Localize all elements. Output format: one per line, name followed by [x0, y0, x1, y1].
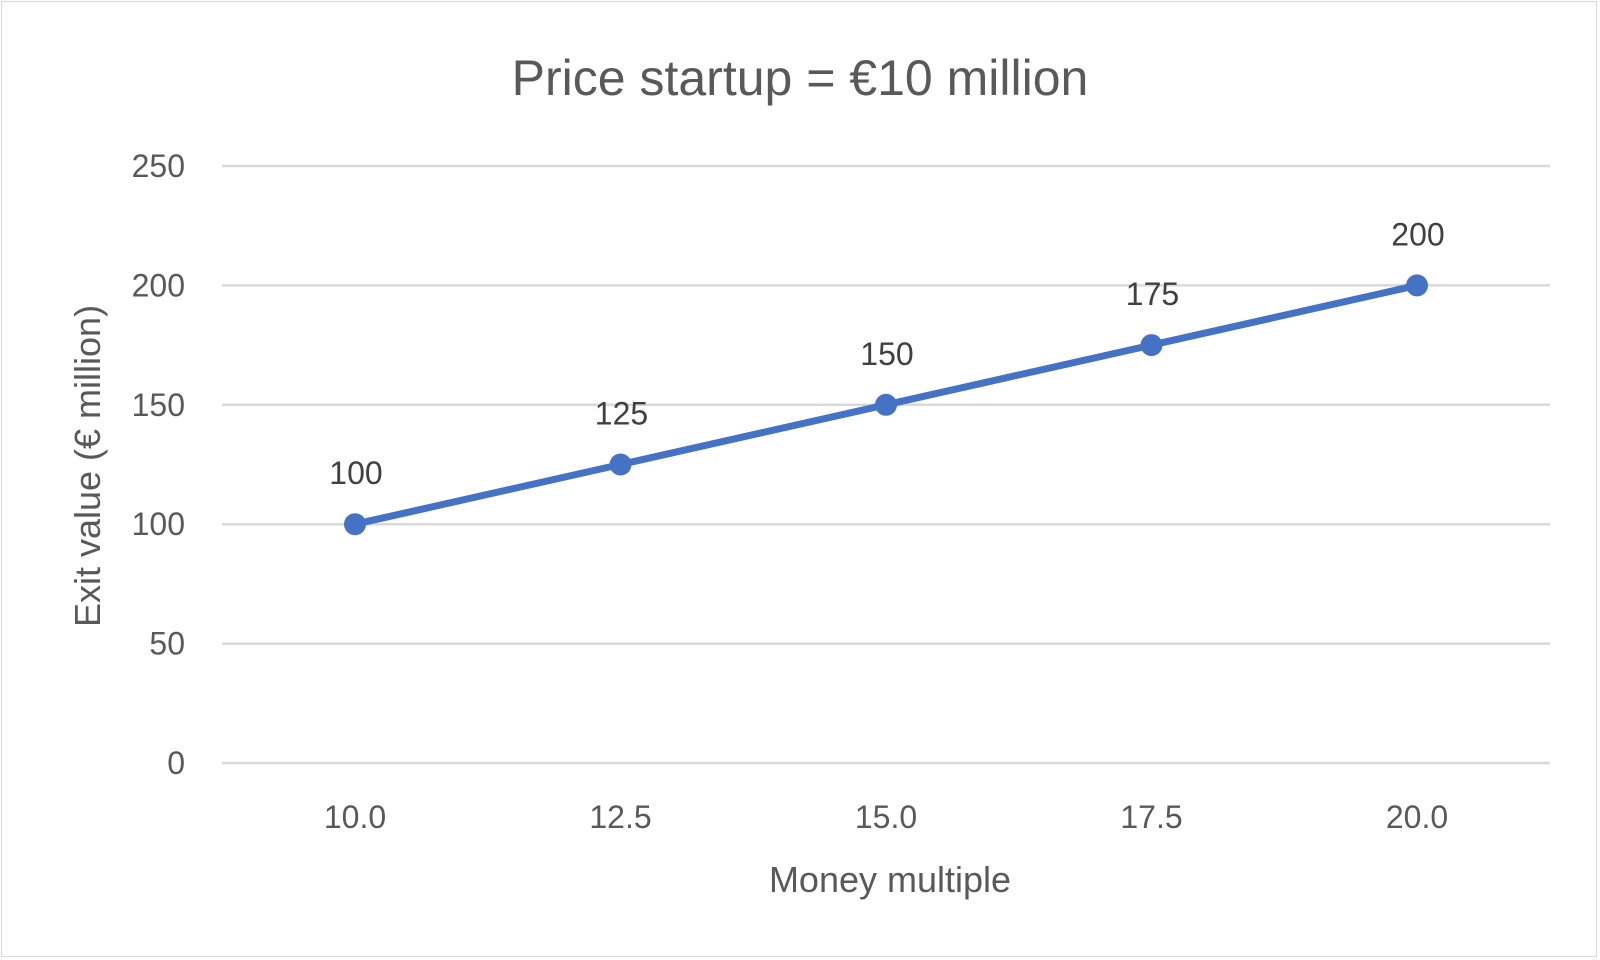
- data-labels: 100 125 150 175 200: [329, 216, 1444, 491]
- y-tick-label: 0: [167, 745, 185, 781]
- data-point: [875, 393, 897, 416]
- y-tick-label: 150: [132, 387, 185, 423]
- y-tick-label: 100: [132, 506, 185, 542]
- chart-title: Price startup = €10 million: [512, 50, 1089, 106]
- x-axis-ticks: 10.0 12.5 15.0 17.5 20.0: [324, 799, 1448, 835]
- data-label: 175: [1126, 276, 1179, 312]
- x-tick-label: 20.0: [1386, 799, 1448, 835]
- y-tick-label: 200: [132, 267, 185, 303]
- y-tick-label: 250: [132, 148, 185, 184]
- y-tick-label: 50: [149, 626, 185, 662]
- x-tick-label: 12.5: [589, 799, 651, 835]
- x-tick-label: 10.0: [324, 799, 386, 835]
- data-point: [609, 453, 632, 476]
- data-label: 150: [860, 336, 913, 372]
- data-label: 125: [595, 396, 648, 432]
- data-point: [344, 513, 366, 536]
- data-label: 100: [329, 455, 382, 491]
- y-axis-ticks: 0 50 100 150 200 250: [132, 148, 185, 781]
- series-group: [344, 274, 1428, 536]
- y-axis-label: Exit value (€ million): [67, 305, 108, 627]
- x-axis-label: Money multiple: [769, 859, 1011, 900]
- data-point: [1140, 334, 1163, 357]
- data-point: [1406, 274, 1428, 297]
- gridlines: [222, 164, 1550, 765]
- data-label: 200: [1391, 216, 1444, 252]
- x-tick-label: 15.0: [855, 799, 917, 835]
- x-tick-label: 17.5: [1120, 799, 1182, 835]
